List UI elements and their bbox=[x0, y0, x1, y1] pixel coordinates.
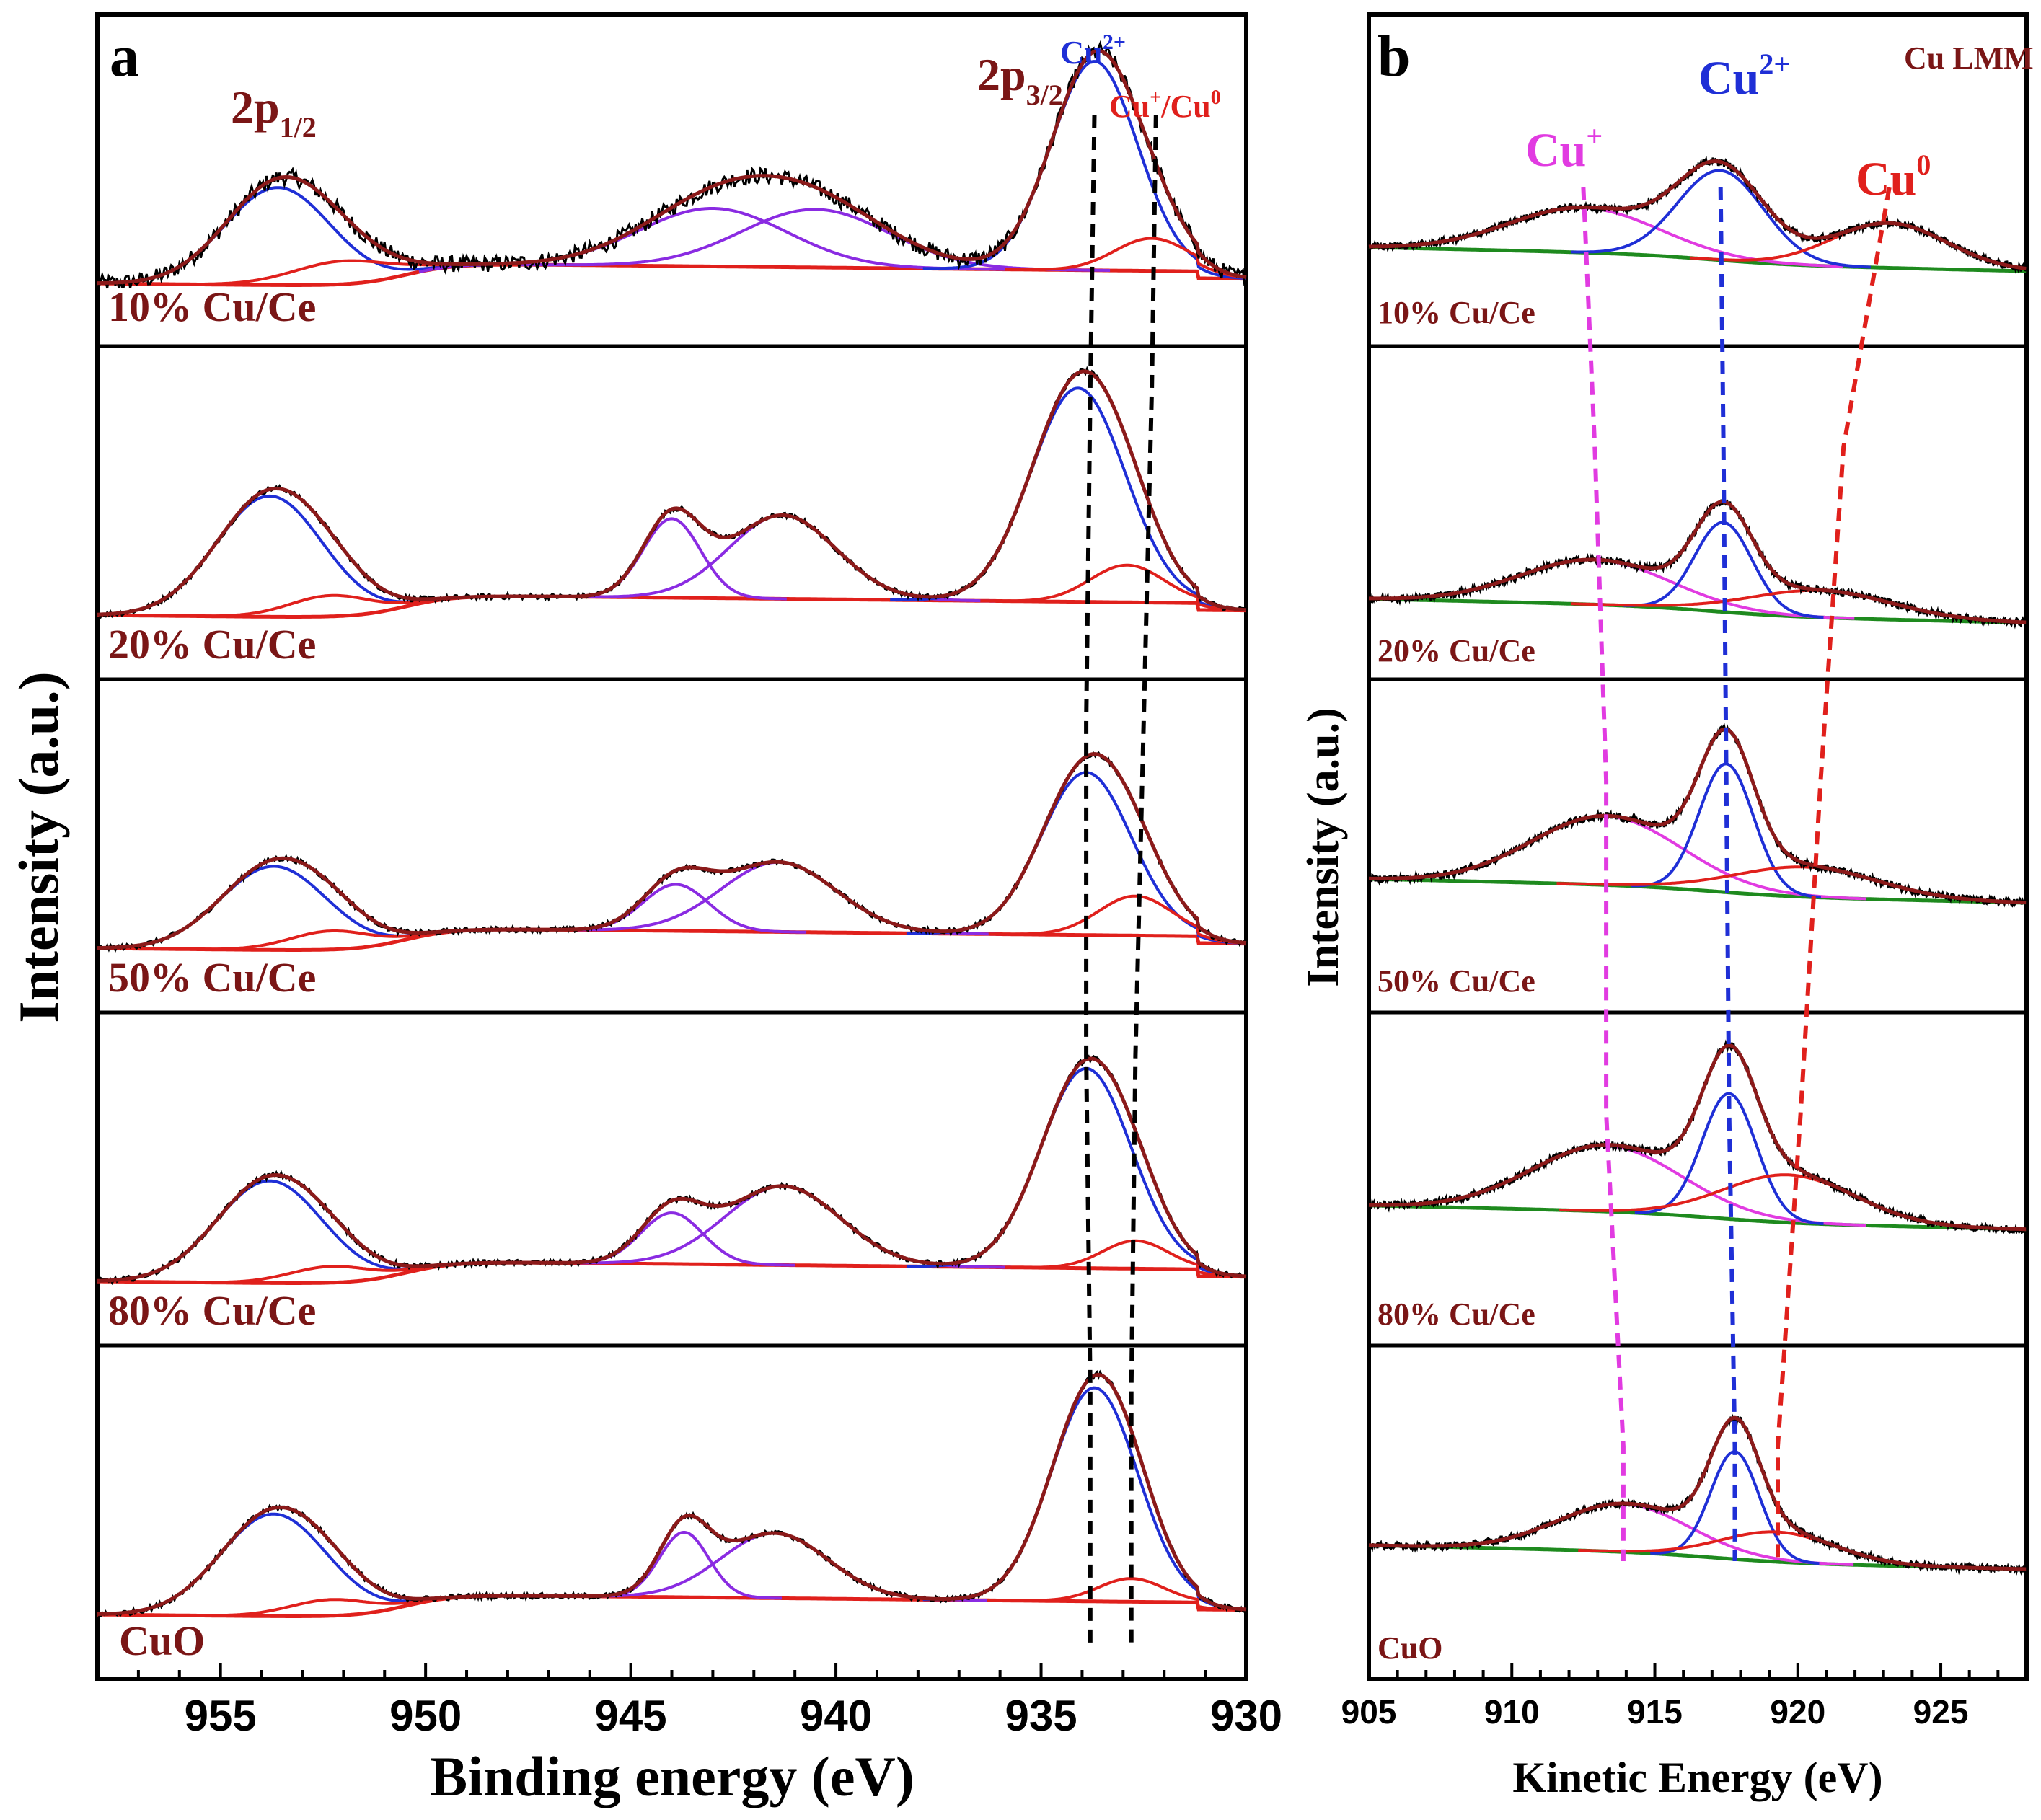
y-axis-label-b: Intensity (a.u.) bbox=[1299, 707, 1348, 987]
panel-b: 905 910 915 920 925 bbox=[1341, 12, 2029, 1731]
a-envelope-fit bbox=[97, 48, 1247, 286]
panel-a-frame bbox=[95, 12, 1248, 1681]
b-tick-label: 920 bbox=[1770, 1693, 1825, 1731]
sample-label-a-1: 10% Cu/Ce bbox=[108, 283, 316, 330]
cu1-label-b: Cu+ bbox=[1525, 120, 1603, 177]
a-peak-3 bbox=[586, 1531, 782, 1600]
b-tick-label: 905 bbox=[1341, 1693, 1397, 1731]
a-tick-label: 940 bbox=[800, 1692, 872, 1740]
b-peak-1 bbox=[1369, 558, 1855, 620]
a-peak-5 bbox=[922, 1386, 1247, 1611]
a-envelope-fit bbox=[97, 1056, 1247, 1283]
a-series-4 bbox=[97, 1054, 1247, 1286]
b-envelope-fit bbox=[1369, 1043, 2027, 1232]
a-peak-6 bbox=[1005, 237, 1247, 279]
a-envelope-fit bbox=[97, 1372, 1247, 1616]
b-envelope-fit bbox=[1369, 1415, 2027, 1571]
a-peak-4 bbox=[521, 208, 1111, 272]
cu2-label-b: Cu2+ bbox=[1698, 48, 1790, 105]
a-guide-line-1 bbox=[1084, 115, 1097, 1648]
a-peak-6 bbox=[1001, 1577, 1246, 1612]
a-peak-4 bbox=[550, 860, 1008, 936]
sample-label-b-3: 50% Cu/Ce bbox=[1377, 963, 1535, 999]
panel-a-letter: a bbox=[110, 23, 139, 89]
a-peak-6 bbox=[1005, 1239, 1247, 1278]
b-guide-line-2 bbox=[1718, 187, 1737, 1561]
cu10-label-a: Cu+/Cu0 bbox=[1109, 87, 1221, 124]
b-raw-spectrum bbox=[1368, 1413, 2027, 1576]
a-peak-3 bbox=[545, 883, 807, 934]
b-peak-2 bbox=[1571, 169, 1872, 269]
a-background-line bbox=[97, 927, 1246, 952]
b-guide-line-1 bbox=[1581, 187, 1626, 1561]
b-series-2 bbox=[1367, 497, 2027, 630]
a-peak-4 bbox=[553, 1185, 1012, 1269]
sample-label-a-4: 80% Cu/Ce bbox=[108, 1287, 316, 1334]
x-axis-label-b: Kinetic Energy (eV) bbox=[1512, 1754, 1882, 1801]
a-guide-line-2 bbox=[1129, 115, 1158, 1648]
a-raw-spectrum bbox=[97, 751, 1248, 953]
b-baseline bbox=[1368, 1203, 2027, 1232]
b-series-5 bbox=[1368, 1413, 2027, 1576]
b-series-4 bbox=[1367, 1039, 2027, 1236]
sample-label-a-2: 20% Cu/Ce bbox=[108, 621, 316, 668]
b-baseline bbox=[1368, 877, 2027, 905]
b-envelope-fit bbox=[1369, 500, 2027, 624]
sample-label-b-4: 80% Cu/Ce bbox=[1377, 1296, 1535, 1332]
a-peak-3 bbox=[550, 1211, 795, 1267]
b-envelope-fit bbox=[1369, 727, 2027, 905]
p32-label: 2p3/2 bbox=[977, 49, 1063, 111]
b-raw-spectrum bbox=[1367, 497, 2027, 630]
panel-b-letter: b bbox=[1377, 23, 1411, 89]
a-peak-4 bbox=[570, 513, 995, 603]
a-raw-spectrum bbox=[97, 1054, 1247, 1286]
b-baseline bbox=[1368, 597, 2027, 625]
panel-a: 955 950 945 940 935 930 bbox=[95, 12, 1282, 1740]
x-axis-label-a: Binding energy (eV) bbox=[430, 1745, 914, 1808]
cu0-label-b: Cu0 bbox=[1856, 149, 1931, 206]
b-tick-label: 915 bbox=[1627, 1693, 1683, 1731]
a-background-line bbox=[97, 1260, 1246, 1285]
sample-label-b-2: 20% Cu/Ce bbox=[1377, 633, 1535, 668]
a-tick-label: 935 bbox=[1005, 1692, 1077, 1740]
a-tick-label: 950 bbox=[389, 1692, 462, 1740]
p12-label: 2p1/2 bbox=[231, 81, 317, 143]
sample-label-b-1: 10% Cu/Ce bbox=[1377, 295, 1535, 330]
b-envelope-fit bbox=[1368, 159, 2027, 270]
a-series-5 bbox=[96, 1369, 1248, 1618]
b-raw-spectrum bbox=[1367, 1039, 2027, 1236]
sample-label-b-5: CuO bbox=[1377, 1630, 1442, 1666]
a-background-line bbox=[97, 594, 1246, 619]
a-series-3 bbox=[97, 751, 1248, 953]
a-tick-label: 955 bbox=[185, 1692, 257, 1740]
a-series-2 bbox=[97, 366, 1248, 619]
b-guide-line-3 bbox=[1776, 187, 1892, 1561]
a-envelope-fit bbox=[97, 369, 1247, 617]
a-peak-5 bbox=[890, 386, 1247, 612]
b-tick-label: 925 bbox=[1913, 1693, 1969, 1731]
a-peak-6 bbox=[988, 894, 1247, 945]
cu2-label-a: Cu2+ bbox=[1060, 30, 1126, 71]
a-peak-5 bbox=[906, 1066, 1247, 1278]
b-series-1 bbox=[1367, 155, 2027, 274]
b-series-3 bbox=[1367, 723, 2027, 909]
a-background-line bbox=[97, 1594, 1246, 1618]
a-raw-spectrum bbox=[97, 366, 1248, 619]
y-axis-label-a: Intensity (a.u.) bbox=[7, 671, 70, 1023]
sample-label-a-3: 50% Cu/Ce bbox=[108, 954, 316, 1001]
a-envelope-fit bbox=[97, 752, 1247, 950]
lmm-title: Cu LMM bbox=[1904, 40, 2034, 76]
a-tick-label: 930 bbox=[1210, 1692, 1282, 1740]
panel-b-frame bbox=[1367, 12, 2029, 1681]
sample-label-a-5: CuO bbox=[119, 1617, 205, 1664]
b-tick-label: 910 bbox=[1484, 1693, 1540, 1731]
b-peak-2 bbox=[1631, 762, 1821, 899]
a-tick-label: 945 bbox=[595, 1692, 667, 1740]
a-peak-6 bbox=[980, 563, 1246, 612]
a-series-1 bbox=[96, 40, 1247, 291]
